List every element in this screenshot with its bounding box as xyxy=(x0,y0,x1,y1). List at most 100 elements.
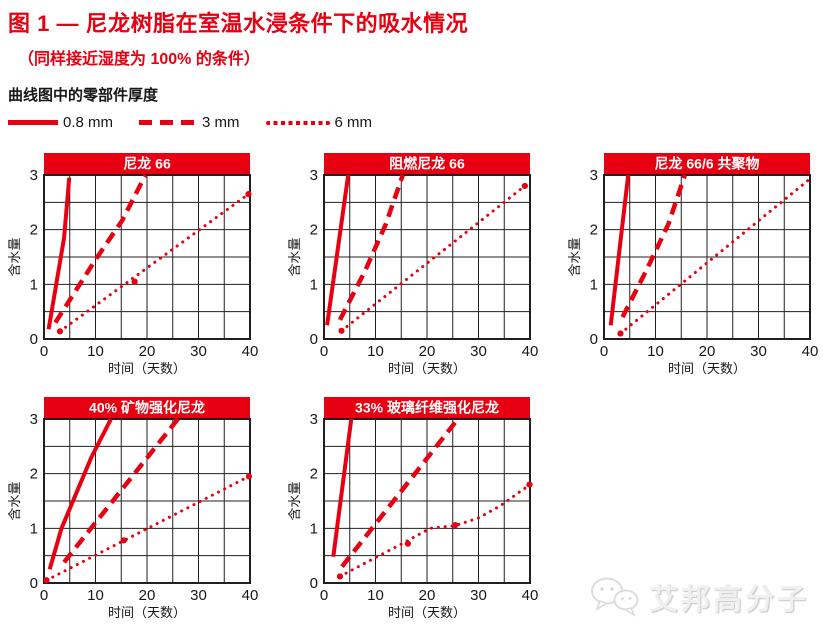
series-marker xyxy=(245,473,253,480)
series-marker xyxy=(404,540,412,547)
legend: 0.8 mm 3 mm 6 mm xyxy=(8,114,823,131)
x-tick-label: 30 xyxy=(190,343,207,360)
dotted-line-swatch-icon xyxy=(265,120,330,125)
x-tick-label: 40 xyxy=(242,587,259,604)
series-solid xyxy=(46,177,72,330)
chart-nylon-66: 尼龙 66 0 1 2 3 0 10 20 30 40 时间（天数） 含水量 xyxy=(7,153,260,384)
y-tick-label: 0 xyxy=(310,575,318,592)
y-tick-label: 3 xyxy=(310,411,318,428)
x-tick-label: 30 xyxy=(190,587,207,604)
series-dashed xyxy=(62,418,180,564)
series-marker xyxy=(245,191,252,198)
chart-nylon-66-6-copolymer: 尼龙 66/6 共聚物 0 1 2 3 0 10 20 30 40 时间（天数） 含水量 xyxy=(567,153,820,384)
chart-title: 40% 矿物强化尼龙 xyxy=(89,400,205,416)
legend-title: 曲线图中的零部件厚度 xyxy=(8,87,159,104)
y-tick-label: 2 xyxy=(30,222,38,239)
series-solid xyxy=(325,174,351,326)
chart-title: 33% 玻璃纤维强化尼龙 xyxy=(355,400,499,416)
y-tick-label: 3 xyxy=(30,411,38,428)
wechat-icon xyxy=(590,577,639,618)
solid-line-swatch-icon xyxy=(8,120,58,125)
x-axis-title: 时间（天数） xyxy=(388,605,466,620)
figure-page: 图 1 — 尼龙树脂在室温水浸条件下的吸水情况 （同样接近湿度为 100% 的条… xyxy=(7,11,823,620)
series-dotted xyxy=(618,178,810,336)
chart-header-band xyxy=(44,153,250,174)
figure-title: 图 1 — 尼龙树脂在室温水浸条件下的吸水情况 xyxy=(8,11,469,36)
y-tick-label: 0 xyxy=(590,331,598,348)
series-marker xyxy=(120,537,127,544)
y-tick-label: 1 xyxy=(30,520,38,537)
y-tick-label: 1 xyxy=(590,276,598,293)
chart-title: 尼龙 66 xyxy=(123,156,171,172)
series-marker xyxy=(131,278,138,285)
x-tick-label: 20 xyxy=(419,587,436,604)
series-dotted xyxy=(340,184,527,333)
x-tick-label: 20 xyxy=(699,343,716,360)
y-tick-label: 1 xyxy=(30,276,38,293)
chart-flame-retardant-nylon-66: 阻燃尼龙 66 0 1 2 3 0 10 20 30 40 时间（天数） 含水量 xyxy=(287,153,540,384)
y-tick-label: 3 xyxy=(310,167,318,184)
legend-item-dotted: 6 mm xyxy=(265,114,373,131)
x-tick-label: 40 xyxy=(522,343,539,360)
x-tick-label: 20 xyxy=(139,587,156,604)
x-tick-label: 0 xyxy=(600,343,608,360)
chart-title: 阻燃尼龙 66 xyxy=(389,156,465,172)
y-tick-label: 2 xyxy=(30,466,38,483)
series-dotted xyxy=(58,192,250,333)
y-tick-label: 2 xyxy=(310,222,318,239)
x-tick-label: 10 xyxy=(367,343,384,360)
legend-label: 0.8 mm xyxy=(63,114,114,131)
chart-header-band xyxy=(324,153,530,174)
y-axis-title: 含水量 xyxy=(288,237,302,276)
y-tick-label: 0 xyxy=(310,331,318,348)
watermark: 艾邦高分子 xyxy=(588,576,823,628)
series-marker xyxy=(56,328,64,335)
y-tick-label: 0 xyxy=(30,575,38,592)
charts-grid: 尼龙 66 0 1 2 3 0 10 20 30 40 时间（天数） 含水量 阻燃尼龙 66 0 1 2 3 0… xyxy=(7,153,823,628)
y-tick-label: 0 xyxy=(30,331,38,348)
series-marker xyxy=(521,182,528,190)
legend-item-solid: 0.8 mm xyxy=(8,114,113,131)
series-marker xyxy=(336,573,344,580)
series-marker xyxy=(338,327,345,334)
series-dashed xyxy=(53,174,148,324)
chart-header-band xyxy=(44,397,250,418)
x-tick-label: 40 xyxy=(242,343,259,360)
x-tick-label: 10 xyxy=(87,587,104,604)
series-solid xyxy=(331,418,354,558)
series-dashed xyxy=(340,418,460,568)
x-tick-label: 20 xyxy=(139,343,156,360)
series-marker xyxy=(452,521,459,529)
y-tick-label: 1 xyxy=(310,520,318,537)
series-solid xyxy=(608,174,631,326)
series-marker xyxy=(43,577,50,584)
x-tick-label: 30 xyxy=(750,343,767,360)
x-tick-label: 10 xyxy=(87,343,104,360)
legend-label: 3 mm xyxy=(202,114,240,131)
series-solid xyxy=(47,418,113,570)
x-tick-label: 40 xyxy=(522,587,539,604)
series-dashed xyxy=(620,174,687,319)
x-axis-title: 时间（天数） xyxy=(108,361,186,376)
x-tick-label: 0 xyxy=(320,587,328,604)
series-marker xyxy=(617,330,624,337)
x-axis-title: 时间（天数） xyxy=(668,361,746,376)
legend-label: 6 mm xyxy=(334,114,373,131)
legend-item-dashed: 3 mm xyxy=(139,114,240,131)
x-tick-label: 40 xyxy=(802,343,819,360)
y-tick-label: 2 xyxy=(590,222,598,239)
y-tick-label: 3 xyxy=(30,167,38,184)
x-axis-title: 时间（天数） xyxy=(388,361,466,376)
chart-header-band xyxy=(604,153,810,174)
x-tick-label: 30 xyxy=(470,587,487,604)
y-tick-label: 1 xyxy=(310,276,318,293)
series-dashed xyxy=(337,174,405,321)
x-tick-label: 10 xyxy=(367,587,384,604)
x-tick-label: 20 xyxy=(419,343,436,360)
x-tick-label: 0 xyxy=(40,587,48,604)
